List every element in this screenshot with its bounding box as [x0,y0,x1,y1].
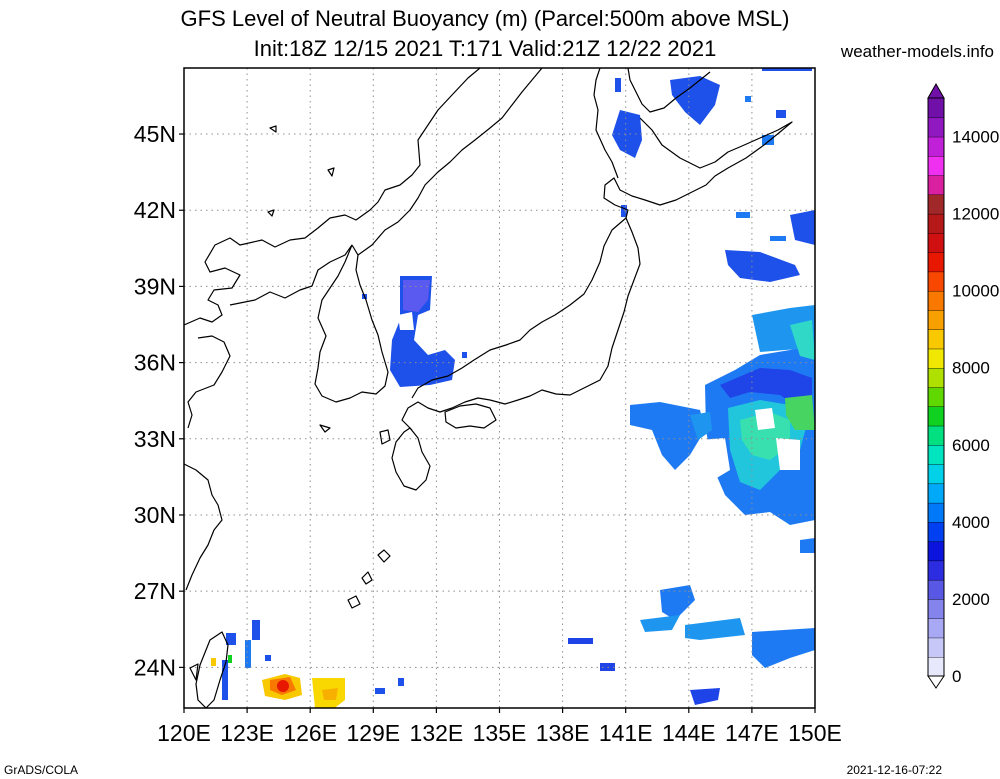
longitude-tick-label: 123E [220,720,274,746]
colorbar-segment [927,540,945,562]
colorbar-segment [927,194,945,215]
footer-software-credit: GrADS/COLA [4,763,79,777]
colorbar-segment [927,386,945,407]
colorbar-segment [927,656,945,677]
longitude-tick-label: 135E [473,720,527,746]
longitude-tick-label: 120E [157,720,211,746]
latitude-tick-label: 45N [134,121,176,147]
colorbar-segment [927,502,945,523]
colorbar-segment [927,155,945,176]
colorbar-segment [927,309,945,330]
colorbar-segment [927,117,945,138]
longitude-tick-label: 138E [536,720,590,746]
colorbar-label: 0 [952,667,961,686]
colorbar-label: 10000 [952,282,999,301]
colorbar-label: 8000 [952,359,990,378]
colorbar-segment [927,483,945,504]
colorbar-label: 12000 [952,205,999,224]
colorbar-segment [927,618,945,639]
latitude-tick-label: 30N [134,502,176,528]
colorbar-segment [927,598,945,619]
colorbar-segment [927,232,945,253]
footer-timestamp: 2021-12-16-07:22 [846,763,942,777]
colorbar-segment [927,290,945,311]
colorbar-max-arrow [927,82,945,99]
colorbar-segment [927,213,945,234]
colorbar-segment [927,406,945,427]
colorbar-label: 6000 [952,436,990,455]
colorbar-segment [927,521,945,542]
colorbar-segment [927,174,945,196]
colorbar-segment [927,637,945,658]
latitude-tick-label: 27N [134,578,176,604]
longitude-axis: 120E 123E 126E 129E 132E 135E 138E 141E 144E 147E… [157,708,842,746]
latitude-tick-label: 42N [134,197,176,223]
latitude-tick-label: 24N [134,654,176,680]
latitude-tick-label: 33N [134,426,176,452]
longitude-tick-label: 129E [346,720,400,746]
longitude-tick-label: 126E [283,720,337,746]
map-subtitle: Init:18Z 12/15 2021 T:171 Valid:21Z 12/2… [253,36,717,61]
buoyancy-field [211,68,815,708]
colorbar-label: 4000 [952,513,990,532]
colorbar-segment [927,367,945,388]
map-title: GFS Level of Neutral Buoyancy (m) (Parce… [180,6,790,31]
map-gridlines [184,68,815,708]
colorbar-segment [927,463,945,485]
colorbar-segment [927,329,945,350]
longitude-tick-label: 144E [662,720,716,746]
colorbar-segment [927,271,945,292]
colorbar-label: 14000 [952,128,999,147]
colorbar-segment [927,579,945,600]
colorbar [927,82,945,689]
colorbar-segment [927,425,945,446]
latitude-axis: 24N 27N 30N 33N 36N 39N 42N 45N [134,121,184,680]
colorbar-segment [927,444,945,465]
longitude-tick-label: 150E [788,720,842,746]
colorbar-segment [927,251,945,273]
colorbar-segment [927,348,945,369]
latitude-tick-label: 39N [134,273,176,299]
colorbar-label: 2000 [952,590,990,609]
longitude-tick-label: 132E [410,720,464,746]
site-credit: weather-models.info [840,42,994,61]
coastlines [184,68,793,708]
colorbar-frame [927,97,945,677]
colorbar-segment [927,560,945,581]
longitude-tick-label: 147E [725,720,779,746]
colorbar-labels: 0 2000 4000 6000 8000 10000 12000 14000 [952,128,999,686]
colorbar-segment [927,97,945,118]
latitude-tick-label: 36N [134,350,176,376]
colorbar-segment [927,136,945,157]
longitude-tick-label: 141E [599,720,653,746]
colorbar-min-arrow [927,675,945,689]
